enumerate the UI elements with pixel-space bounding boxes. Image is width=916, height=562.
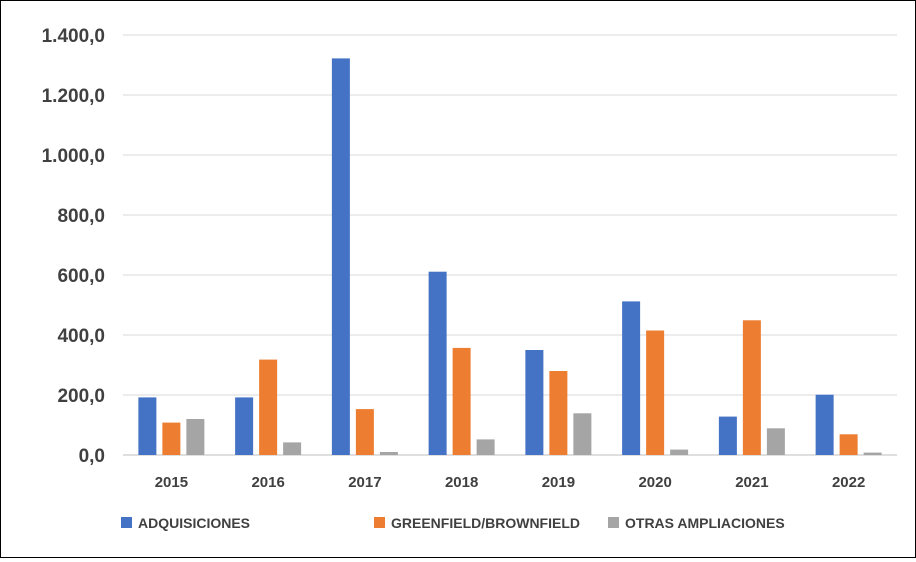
bar-greenfield-brownfield-2018 <box>452 347 471 455</box>
x-tick-label: 2016 <box>251 474 284 491</box>
legend-swatch <box>121 517 132 528</box>
bar-adquisiciones-2018 <box>428 271 447 455</box>
x-tick-label: 2021 <box>735 474 768 491</box>
bar-greenfield-brownfield-2020 <box>646 330 665 455</box>
bar-otras-ampliaciones-2018 <box>476 439 495 455</box>
bar-otras-ampliaciones-2021 <box>766 428 785 455</box>
bar-otras-ampliaciones-2015 <box>186 419 205 455</box>
bar-greenfield-brownfield-2017 <box>355 409 374 455</box>
bar-adquisiciones-2020 <box>622 301 641 455</box>
y-tick-label: 800,0 <box>57 206 105 227</box>
bar-greenfield-brownfield-2016 <box>259 359 278 455</box>
y-tick-label: 1.200,0 <box>42 86 105 107</box>
y-tick-label: 1.000,0 <box>42 146 105 167</box>
x-tick-label: 2019 <box>542 474 575 491</box>
bar-adquisiciones-2021 <box>718 416 737 455</box>
x-axis-ticks: 2015 2016 2017 2018 2019 2020 2021 2022 <box>155 474 866 491</box>
y-tick-label: 600,0 <box>57 266 105 287</box>
legend: ADQUISICIONES GREENFIELD/BROWNFIELD OTRAS … <box>121 515 785 531</box>
y-tick-label: 200,0 <box>57 386 105 407</box>
y-axis-ticks: 0,0 200,0 400,0 600,0 800,0 1.000,0 1.200,0 1.4… <box>42 26 105 467</box>
bar-otras-ampliaciones-2017 <box>379 452 398 455</box>
legend-swatch <box>608 517 619 528</box>
legend-swatch <box>374 517 385 528</box>
y-tick-label: 1.400,0 <box>42 26 105 47</box>
y-tick-label: 0,0 <box>79 446 105 467</box>
bar-greenfield-brownfield-2015 <box>162 422 181 455</box>
x-tick-label: 2017 <box>348 474 381 491</box>
bar-greenfield-brownfield-2019 <box>549 371 568 455</box>
bar-greenfield-brownfield-2021 <box>742 320 761 455</box>
legend-label: OTRAS AMPLIACIONES <box>625 515 785 531</box>
bar-adquisiciones-2019 <box>525 350 544 455</box>
legend-label: ADQUISICIONES <box>138 515 250 531</box>
bars <box>138 58 882 456</box>
bar-adquisiciones-2017 <box>331 58 350 456</box>
legend-label: GREENFIELD/BROWNFIELD <box>391 515 580 531</box>
bar-otras-ampliaciones-2020 <box>670 449 689 455</box>
x-tick-label: 2015 <box>155 474 188 491</box>
bar-adquisiciones-2015 <box>138 397 157 455</box>
x-tick-label: 2022 <box>832 474 865 491</box>
bar-otras-ampliaciones-2019 <box>573 413 592 455</box>
x-tick-label: 2020 <box>638 474 671 491</box>
x-tick-label: 2018 <box>445 474 478 491</box>
bar-otras-ampliaciones-2016 <box>283 442 302 455</box>
y-tick-label: 400,0 <box>57 326 105 347</box>
gridlines <box>123 34 897 456</box>
bar-greenfield-brownfield-2022 <box>839 434 858 455</box>
bar-adquisiciones-2022 <box>815 394 834 455</box>
bar-otras-ampliaciones-2022 <box>863 452 882 455</box>
bar-adquisiciones-2016 <box>235 397 254 455</box>
